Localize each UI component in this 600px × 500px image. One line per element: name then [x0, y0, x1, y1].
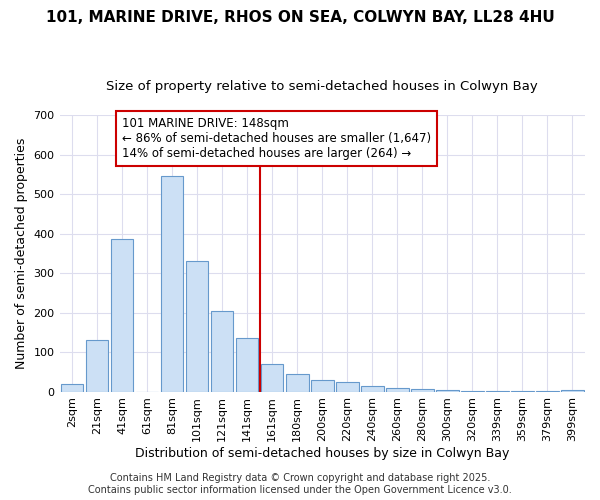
Bar: [111, 240, 133, 392]
X-axis label: Distribution of semi-detached houses by size in Colwyn Bay: Distribution of semi-detached houses by …: [135, 447, 509, 460]
Title: Size of property relative to semi-detached houses in Colwyn Bay: Size of property relative to semi-detach…: [106, 80, 538, 93]
Bar: [561, 390, 584, 392]
Bar: [286, 374, 308, 392]
Text: 101 MARINE DRIVE: 148sqm
← 86% of semi-detached houses are smaller (1,647)
14% o: 101 MARINE DRIVE: 148sqm ← 86% of semi-d…: [122, 117, 431, 160]
Bar: [186, 261, 208, 392]
Bar: [411, 389, 434, 392]
Bar: [236, 338, 259, 392]
Bar: [336, 382, 359, 392]
Bar: [261, 364, 283, 392]
Bar: [86, 340, 109, 392]
Bar: [361, 386, 383, 392]
Y-axis label: Number of semi-detached properties: Number of semi-detached properties: [15, 138, 28, 369]
Text: 101, MARINE DRIVE, RHOS ON SEA, COLWYN BAY, LL28 4HU: 101, MARINE DRIVE, RHOS ON SEA, COLWYN B…: [46, 10, 554, 25]
Bar: [311, 380, 334, 392]
Bar: [386, 388, 409, 392]
Bar: [211, 310, 233, 392]
Bar: [61, 384, 83, 392]
Text: Contains HM Land Registry data © Crown copyright and database right 2025.
Contai: Contains HM Land Registry data © Crown c…: [88, 474, 512, 495]
Bar: [436, 390, 458, 392]
Bar: [161, 176, 184, 392]
